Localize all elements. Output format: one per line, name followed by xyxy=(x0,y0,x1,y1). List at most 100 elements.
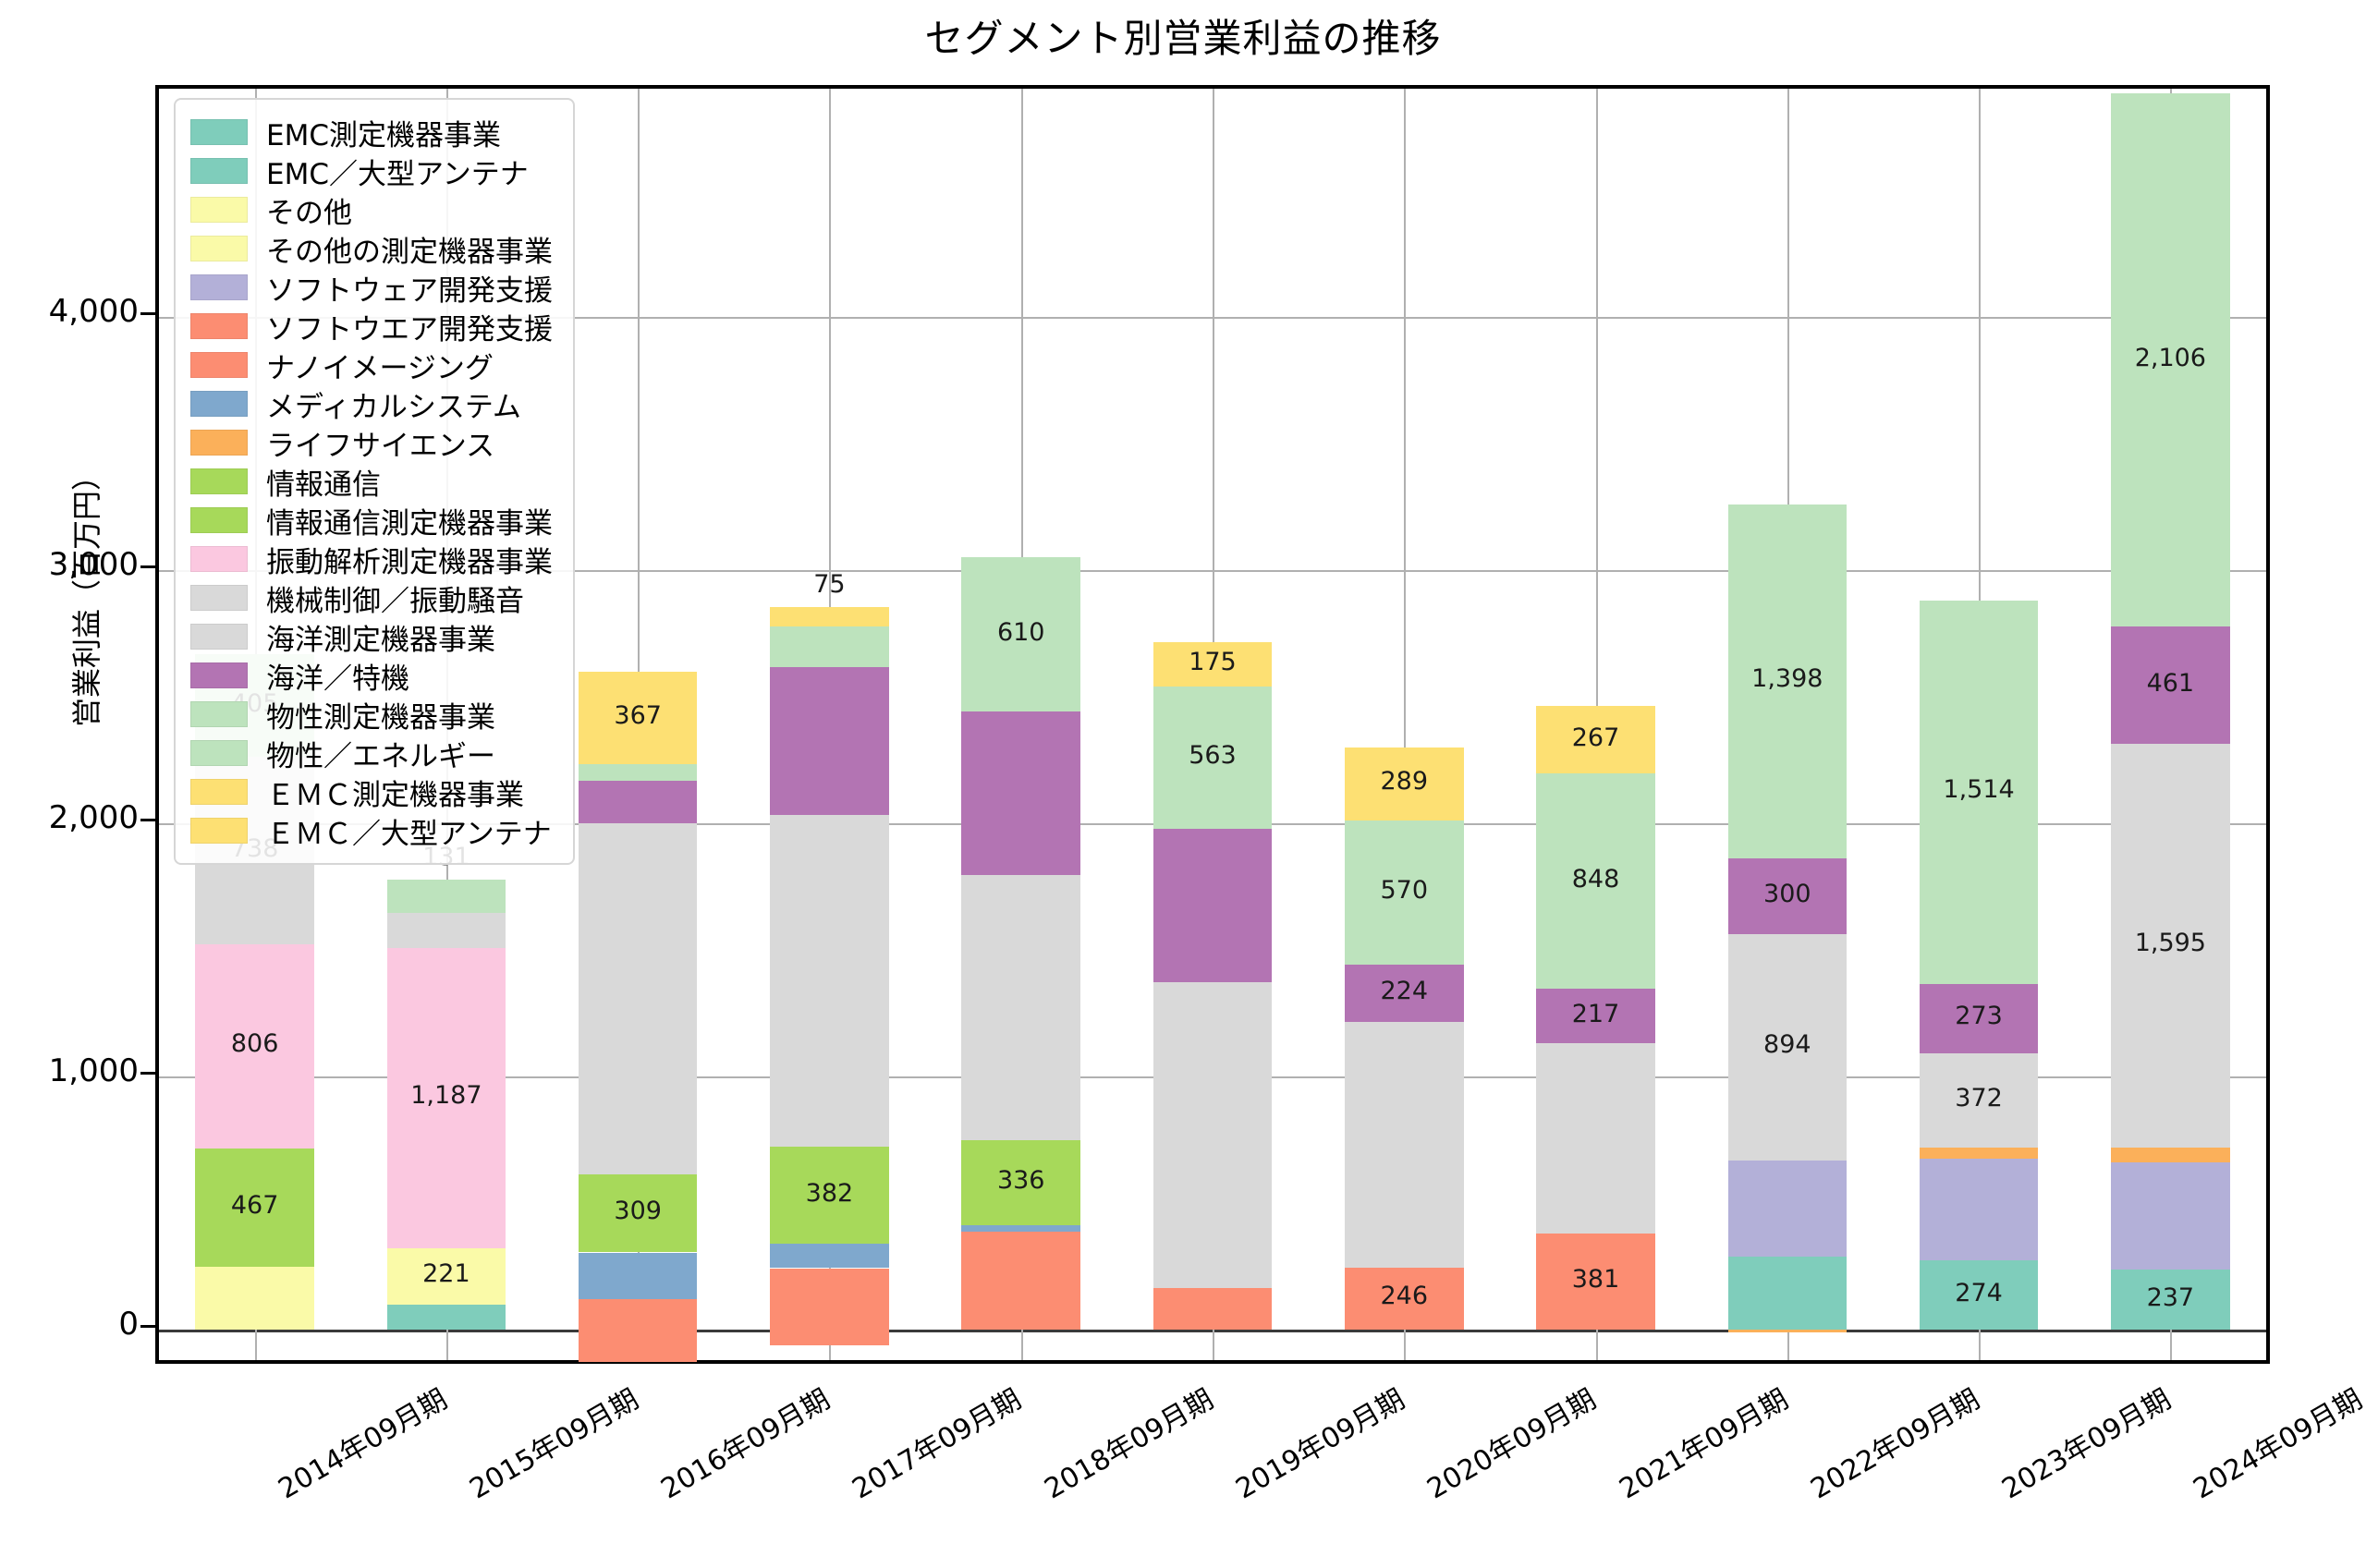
bar-segment[interactable] xyxy=(961,1245,1080,1331)
bar-segment[interactable] xyxy=(578,671,698,765)
legend-item[interactable]: ソフトウェア開発支援 xyxy=(190,268,553,308)
legend-item[interactable]: EMC測定機器事業 xyxy=(190,113,553,152)
bar-segment[interactable] xyxy=(386,947,506,1249)
legend-item[interactable]: メディカルシステム xyxy=(190,384,553,424)
y-tick-mark xyxy=(140,1325,155,1329)
bar-segment[interactable] xyxy=(961,875,1080,1140)
bar-segment[interactable] xyxy=(195,1266,314,1331)
legend-item[interactable]: EMC／大型アンテナ xyxy=(190,152,553,191)
y-tick-label: 1,000 xyxy=(48,1052,139,1089)
legend-item[interactable]: 振動解析測定機器事業 xyxy=(190,540,553,579)
bar-segment[interactable] xyxy=(1727,857,1848,934)
bar-segment[interactable] xyxy=(1919,600,2039,984)
bar-group[interactable]: 309 367 xyxy=(578,89,698,1363)
bar-group[interactable]: -98943001,398 xyxy=(1727,89,1848,1360)
bar-segment[interactable] xyxy=(770,1147,889,1245)
legend-item[interactable]: その他 xyxy=(190,190,553,230)
bar-segment[interactable] xyxy=(2111,743,2230,1149)
bar-segment[interactable] xyxy=(770,666,889,815)
bar-segment[interactable] xyxy=(386,912,506,948)
bar-segment[interactable] xyxy=(2111,1270,2230,1331)
legend-color-swatch xyxy=(190,313,248,339)
bar-segment[interactable] xyxy=(1536,773,1655,989)
bar-segment[interactable] xyxy=(1919,1147,2039,1160)
legend-item[interactable]: 物性測定機器事業 xyxy=(190,695,553,735)
bar-segment[interactable] xyxy=(1919,1052,2039,1148)
legend-item[interactable]: ナノイメージング xyxy=(190,346,553,385)
bar-group[interactable]: 165563175 xyxy=(1153,89,1273,1360)
legend-item[interactable]: ＥＭＣ／大型アンテナ xyxy=(190,811,553,851)
bar-segment[interactable] xyxy=(1919,983,2039,1053)
bar-segment[interactable] xyxy=(961,1224,1080,1233)
bar-segment[interactable] xyxy=(1153,982,1273,1288)
bar-group[interactable]: 274 372 273 1,514 xyxy=(1919,89,2039,1360)
legend-item[interactable]: ライフサイエンス xyxy=(190,423,553,463)
bar-segment[interactable] xyxy=(1153,1287,1273,1331)
legend-item[interactable]: ソフトウエア開発支援 xyxy=(190,307,553,346)
bar-segment[interactable] xyxy=(1153,686,1273,829)
bar-segment[interactable] xyxy=(961,711,1080,876)
bar-segment[interactable] xyxy=(770,626,889,667)
bar-segment[interactable] xyxy=(386,880,506,913)
bar-segment[interactable] xyxy=(578,1252,698,1300)
bar-segment[interactable] xyxy=(386,1304,506,1331)
bar-segment[interactable] xyxy=(195,943,314,1149)
legend-item-label: 情報通信 xyxy=(266,468,381,502)
legend-item[interactable]: 海洋測定機器事業 xyxy=(190,617,553,657)
bar-segment[interactable] xyxy=(2111,626,2230,744)
bar-segment[interactable] xyxy=(1919,1260,2039,1331)
bar-segment[interactable] xyxy=(770,607,889,626)
bar-segment[interactable] xyxy=(1536,1233,1655,1331)
legend-item-label: EMC測定機器事業 xyxy=(266,118,501,152)
bar-segment[interactable] xyxy=(770,1244,889,1269)
bar-segment[interactable] xyxy=(578,1173,698,1253)
bar-segment[interactable] xyxy=(578,764,698,781)
bar-segment[interactable] xyxy=(961,1139,1080,1225)
bar-segment[interactable] xyxy=(1727,504,1848,858)
legend-item-label: 物性／エネルギー xyxy=(266,739,495,773)
bar-segment[interactable] xyxy=(1536,1043,1655,1234)
bar-segment[interactable] xyxy=(1727,933,1848,1161)
bar-segment[interactable] xyxy=(961,557,1080,712)
bar-segment[interactable] xyxy=(578,780,698,824)
bar-group[interactable]: 381 217 848 267 xyxy=(1536,89,1655,1360)
legend-item[interactable]: 情報通信 xyxy=(190,462,553,502)
bar-group[interactable]: 5226336610 xyxy=(961,89,1080,1360)
bar-segment[interactable] xyxy=(578,1330,698,1363)
bar-segment[interactable] xyxy=(1153,641,1273,687)
bar-segment[interactable] xyxy=(1727,1330,1848,1332)
bar-segment[interactable] xyxy=(2111,1161,2230,1270)
bar-segment[interactable] xyxy=(1345,747,1464,820)
bar-segment[interactable] xyxy=(578,1299,698,1331)
bar-segment[interactable] xyxy=(1345,820,1464,966)
bar-group[interactable]: 237 1,595 461 2,106 xyxy=(2111,89,2230,1360)
bar-segment[interactable] xyxy=(1919,1159,2039,1260)
legend-item[interactable]: 情報通信測定機器事業 xyxy=(190,501,553,541)
bar-group[interactable]: 9638275 xyxy=(770,89,889,1360)
bar-segment[interactable] xyxy=(386,1248,506,1305)
legend-color-swatch xyxy=(190,585,248,611)
bar-segment[interactable] xyxy=(1345,1021,1464,1268)
bar-segment[interactable] xyxy=(770,814,889,1148)
legend-item[interactable]: 機械制御／振動騒音 xyxy=(190,578,553,618)
bar-group[interactable]: 246 224 570 289 xyxy=(1345,89,1464,1360)
bar-segment[interactable] xyxy=(961,1232,1080,1246)
bar-segment[interactable] xyxy=(2111,93,2230,627)
bar-segment[interactable] xyxy=(2111,1148,2230,1162)
bar-segment[interactable] xyxy=(770,1268,889,1331)
bar-segment[interactable] xyxy=(1345,965,1464,1022)
legend-item[interactable]: 物性／エネルギー xyxy=(190,734,553,773)
bar-segment[interactable] xyxy=(578,823,698,1174)
bar-segment[interactable] xyxy=(770,1330,889,1345)
legend-item[interactable]: その他の測定機器事業 xyxy=(190,229,553,269)
bar-segment[interactable] xyxy=(1727,1256,1848,1331)
bar-segment[interactable] xyxy=(1727,1161,1848,1257)
legend-item[interactable]: 海洋／特機 xyxy=(190,656,553,696)
legend-item[interactable]: ＥＭＣ測定機器事業 xyxy=(190,772,553,812)
bar-segment[interactable] xyxy=(1345,1267,1464,1331)
legend-color-swatch xyxy=(190,624,248,650)
bar-segment[interactable] xyxy=(1536,988,1655,1044)
bar-segment[interactable] xyxy=(1153,828,1273,983)
bar-segment[interactable] xyxy=(195,1148,314,1267)
bar-segment[interactable] xyxy=(1536,706,1655,774)
